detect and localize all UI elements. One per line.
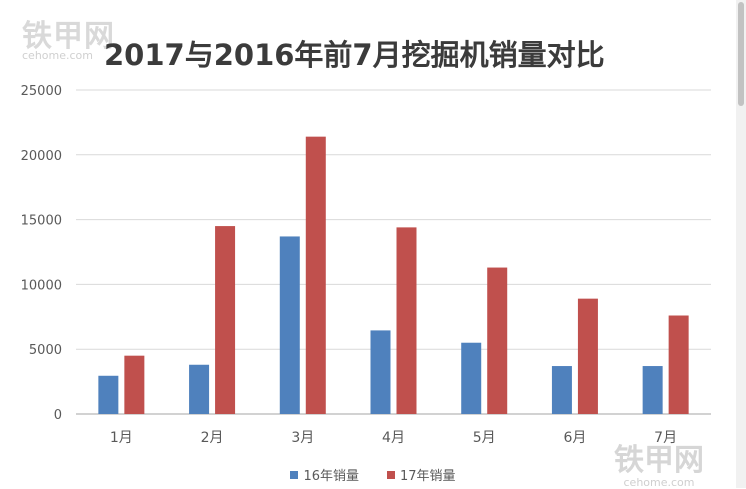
y-tick-label: 25000: [21, 84, 62, 99]
x-tick-label: 1月: [110, 430, 133, 446]
bar-17-3: [305, 136, 326, 414]
bar-16-4: [370, 330, 391, 414]
bar-16-7: [642, 366, 663, 414]
chart-title: 2017与2016年前7月挖掘机销量对比: [104, 38, 605, 72]
watermark-logo-top: 铁甲网 cehome.com: [22, 19, 115, 62]
legend-label-17: 17年销量: [400, 469, 456, 484]
y-tick-label: 15000: [21, 214, 62, 229]
y-tick-label: 20000: [21, 149, 62, 164]
y-tick-label: 0: [54, 408, 62, 423]
y-tick-label: 5000: [29, 343, 62, 358]
bar-17-2: [215, 226, 236, 414]
x-tick-label: 5月: [473, 430, 496, 446]
bar-16-2: [189, 364, 210, 414]
legend-swatch-16: [290, 470, 299, 479]
x-tick-label: 3月: [291, 430, 314, 446]
bar-17-1: [124, 355, 145, 414]
vertical-scrollbar[interactable]: [736, 0, 746, 488]
x-tick-label: 6月: [563, 430, 586, 446]
bar-17-7: [668, 315, 689, 414]
bar-16-1: [98, 375, 119, 414]
y-tick-label: 10000: [21, 278, 62, 293]
legend-swatch-17: [387, 470, 395, 479]
bar-17-6: [577, 298, 598, 414]
x-tick-label: 4月: [382, 430, 405, 446]
scrollbar-thumb[interactable]: [738, 2, 744, 106]
bar-17-4: [396, 227, 417, 414]
x-tick-label: 7月: [654, 430, 677, 446]
watermark-logo-bottom: 铁甲网 cehome.com: [614, 443, 704, 489]
legend-label-16: 16年销量: [303, 469, 359, 484]
x-tick-label: 2月: [201, 430, 224, 446]
bar-16-5: [461, 342, 482, 414]
legend: 16年销量 17年销量: [0, 465, 746, 484]
legend-item-16: 16年销量: [290, 465, 359, 484]
bar-16-3: [279, 236, 300, 414]
bar-17-5: [487, 267, 508, 414]
legend-item-17: 17年销量: [387, 465, 456, 484]
bar-16-6: [551, 366, 572, 414]
